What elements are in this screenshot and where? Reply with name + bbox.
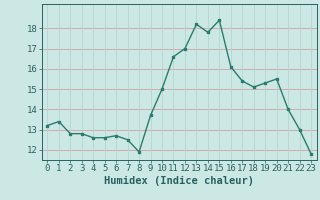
X-axis label: Humidex (Indice chaleur): Humidex (Indice chaleur) xyxy=(104,176,254,186)
